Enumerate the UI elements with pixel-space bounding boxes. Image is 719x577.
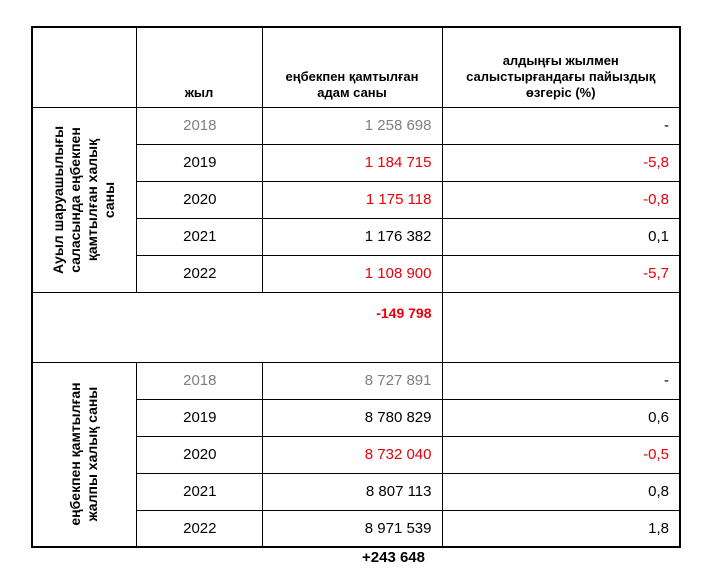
year-cell: 2020 <box>135 435 263 474</box>
table-row: Ауыл шаруашылығы саласында еңбекпен қамт… <box>31 106 681 293</box>
year-cell: 2021 <box>135 217 263 256</box>
header-year: жыл <box>135 26 263 108</box>
header-employed: еңбекпен қамтылған адам саны <box>261 26 443 108</box>
section2-label-text: еңбекпен қамтылған жалпы халық саны <box>67 382 101 526</box>
section1-total: -149 798 <box>31 291 443 363</box>
change-cell: - <box>441 106 681 145</box>
year-cell: 2019 <box>135 398 263 437</box>
value-cell: 8 732 040 <box>261 435 443 474</box>
section1-total-row: -149 798 <box>31 291 681 363</box>
value-cell: 1 175 118 <box>261 180 443 219</box>
table-row: 2020 8 732 040 -0,5 <box>32 435 681 474</box>
year-cell: 2021 <box>135 472 263 511</box>
change-cell: -0,8 <box>441 180 681 219</box>
table-row: 2021 8 807 113 0,8 <box>32 472 681 511</box>
year-cell: 2022 <box>135 254 263 293</box>
value-cell: 8 971 539 <box>261 509 443 548</box>
value-cell: 1 184 715 <box>261 143 443 182</box>
employment-table: жыл еңбекпен қамтылған адам саны алдыңғы… <box>31 26 681 548</box>
value-cell: 1 176 382 <box>261 217 443 256</box>
table-row: еңбекпен қамтылған жалпы халық саны 2018… <box>31 361 681 548</box>
year-cell: 2019 <box>135 143 263 182</box>
year-cell: 2020 <box>135 180 263 219</box>
year-cell: 2018 <box>135 106 263 145</box>
header-change: алдыңғы жылмен салыстырғандағы пайыздық … <box>441 26 681 108</box>
change-cell: -5,7 <box>441 254 681 293</box>
table-row: 2019 8 780 829 0,6 <box>32 398 681 437</box>
year-cell: 2018 <box>135 361 263 400</box>
section1-label: Ауыл шаруашылығы саласында еңбекпен қамт… <box>31 106 137 293</box>
change-cell: 0,6 <box>441 398 681 437</box>
section1-label-text: Ауыл шаруашылығы саласында еңбекпен қамт… <box>50 125 118 274</box>
header-row: жыл еңбекпен қамтылған адам саны алдыңғы… <box>31 26 681 108</box>
header-empty-cell <box>31 26 137 108</box>
change-cell: -0,5 <box>441 435 681 474</box>
value-cell: 8 727 891 <box>261 361 443 400</box>
year-cell: 2022 <box>135 509 263 548</box>
change-cell: 0,1 <box>441 217 681 256</box>
table-row: 2021 1 176 382 0,1 <box>32 217 681 256</box>
change-cell: - <box>441 361 681 400</box>
section2-total: +243 648 <box>362 549 425 566</box>
total-empty-cell <box>442 291 681 363</box>
value-cell: 8 807 113 <box>261 472 443 511</box>
value-cell: 1 108 900 <box>261 254 443 293</box>
section2-label: еңбекпен қамтылған жалпы халық саны <box>31 361 137 548</box>
table-row: 2019 1 184 715 -5,8 <box>32 143 681 182</box>
change-cell: -5,8 <box>441 143 681 182</box>
change-cell: 1,8 <box>441 509 681 548</box>
table-row: 2022 1 108 900 -5,7 <box>32 254 681 293</box>
value-cell: 1 258 698 <box>261 106 443 145</box>
table-row: 2022 8 971 539 1,8 <box>32 509 681 548</box>
value-cell: 8 780 829 <box>261 398 443 437</box>
change-cell: 0,8 <box>441 472 681 511</box>
table-row: 2020 1 175 118 -0,8 <box>32 180 681 219</box>
